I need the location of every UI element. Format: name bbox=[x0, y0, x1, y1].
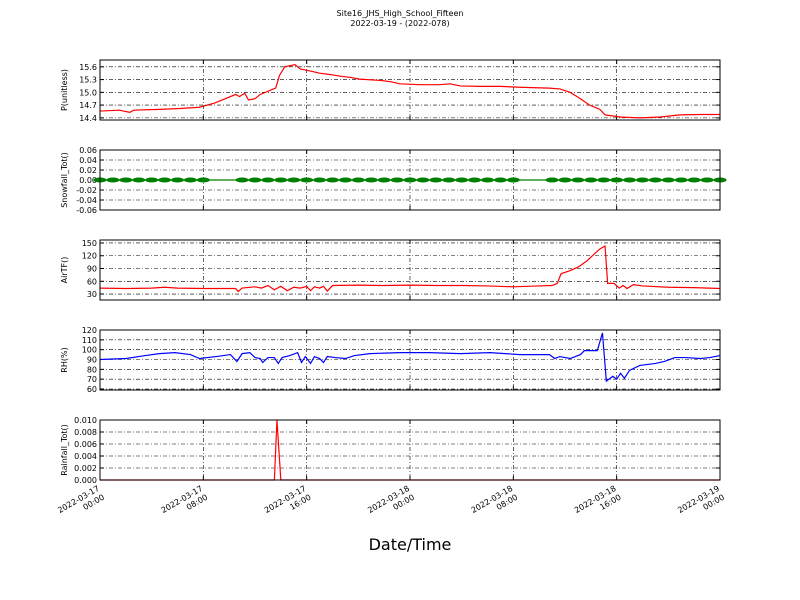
y-axis-label: RH(%) bbox=[60, 347, 69, 372]
y-tick-label: 30 bbox=[87, 290, 97, 299]
y-tick-label: 110 bbox=[82, 336, 97, 345]
data-marker bbox=[196, 177, 210, 183]
y-tick-label: 15.0 bbox=[79, 88, 97, 97]
data-marker bbox=[700, 177, 714, 183]
data-marker bbox=[364, 177, 378, 183]
data-marker bbox=[687, 177, 701, 183]
y-tick-label: 90 bbox=[87, 356, 97, 365]
y-tick-label: 0.002 bbox=[74, 464, 97, 473]
data-marker bbox=[416, 177, 430, 183]
y-tick-label: 15.3 bbox=[79, 76, 97, 85]
data-marker bbox=[429, 177, 443, 183]
data-marker bbox=[636, 177, 649, 183]
plot-frame bbox=[99, 239, 721, 301]
data-line bbox=[99, 244, 721, 293]
plot-frame bbox=[99, 149, 721, 211]
y-tick-label: -0.06 bbox=[76, 206, 97, 215]
data-marker bbox=[119, 177, 133, 183]
y-tick-label: 0.04 bbox=[79, 156, 97, 165]
data-marker bbox=[300, 177, 314, 183]
data-marker bbox=[545, 177, 559, 183]
x-tick-label: 2022-03-17 16:00 bbox=[263, 484, 313, 524]
y-tick-label: 0.006 bbox=[74, 440, 97, 449]
y-tick-label: 15.6 bbox=[79, 63, 97, 72]
x-tick-label: 2022-03-17 08:00 bbox=[160, 484, 210, 524]
data-marker bbox=[610, 177, 624, 183]
data-marker bbox=[377, 177, 391, 183]
data-marker bbox=[287, 177, 301, 183]
y-tick-label: 0.02 bbox=[79, 166, 97, 175]
data-marker bbox=[235, 177, 249, 183]
data-marker bbox=[338, 177, 352, 183]
y-tick-label: 0.008 bbox=[74, 428, 97, 437]
chart-title: Site16_JHS_High_School_Fifteen bbox=[337, 9, 464, 18]
x-tick-label: 2022-03-18 16:00 bbox=[573, 484, 623, 524]
data-marker bbox=[481, 177, 494, 183]
y-tick-label: 0.004 bbox=[74, 452, 97, 461]
y-axis-label: P(unitless) bbox=[60, 69, 69, 111]
y-tick-label: 60 bbox=[87, 385, 97, 394]
data-marker bbox=[442, 177, 456, 183]
y-tick-label: 100 bbox=[82, 346, 97, 355]
data-marker bbox=[183, 177, 197, 183]
data-marker bbox=[132, 177, 146, 183]
y-tick-label: 70 bbox=[87, 375, 97, 384]
y-tick-label: -0.04 bbox=[76, 196, 97, 205]
y-tick-label: 0.00 bbox=[79, 176, 97, 185]
data-marker bbox=[390, 177, 404, 183]
data-marker bbox=[351, 177, 365, 183]
data-marker bbox=[145, 177, 159, 183]
y-tick-label: 80 bbox=[87, 365, 97, 374]
y-tick-label: 14.4 bbox=[79, 114, 97, 123]
data-line bbox=[99, 332, 721, 383]
y-tick-label: 14.7 bbox=[79, 101, 97, 110]
data-marker bbox=[493, 177, 507, 183]
y-tick-label: 0.000 bbox=[74, 476, 97, 485]
data-marker bbox=[403, 177, 417, 183]
x-tick-label: 2022-03-18 00:00 bbox=[366, 484, 416, 524]
x-tick-label: 2022-03-19 00:00 bbox=[676, 484, 726, 524]
chart-subtitle: 2022-03-19 - (2022-078) bbox=[350, 19, 449, 28]
data-marker bbox=[468, 177, 482, 183]
y-tick-label: 150 bbox=[82, 239, 97, 248]
data-marker bbox=[571, 177, 585, 183]
y-tick-label: 0.010 bbox=[74, 416, 97, 425]
y-tick-label: 90 bbox=[87, 265, 97, 274]
data-marker bbox=[506, 177, 520, 183]
data-marker bbox=[274, 177, 288, 183]
data-marker bbox=[597, 177, 611, 183]
data-marker bbox=[648, 177, 662, 183]
y-axis-label: Rainfall_Tot() bbox=[60, 424, 69, 476]
data-marker bbox=[106, 177, 120, 183]
data-marker bbox=[674, 177, 688, 183]
data-marker bbox=[558, 177, 572, 183]
data-marker bbox=[158, 177, 172, 183]
y-tick-label: 120 bbox=[82, 326, 97, 335]
data-marker bbox=[171, 177, 184, 183]
plot-frame bbox=[99, 59, 721, 121]
plot-frame bbox=[99, 419, 721, 481]
x-tick-label: 2022-03-17 00:00 bbox=[56, 484, 106, 524]
y-tick-label: 0.06 bbox=[79, 146, 97, 155]
x-axis-label: Date/Time bbox=[369, 535, 452, 554]
data-marker bbox=[248, 177, 262, 183]
data-marker bbox=[661, 177, 675, 183]
data-marker bbox=[623, 177, 637, 183]
data-marker bbox=[326, 177, 339, 183]
y-tick-label: 60 bbox=[87, 277, 97, 286]
data-marker bbox=[584, 177, 598, 183]
y-axis-label: Snowfall_Tot() bbox=[60, 152, 69, 208]
x-tick-label: 2022-03-18 08:00 bbox=[470, 484, 520, 524]
plot-frame bbox=[99, 329, 721, 391]
y-axis-label: AirTF() bbox=[60, 257, 69, 284]
data-line bbox=[99, 64, 720, 119]
data-marker bbox=[313, 177, 327, 183]
y-tick-label: 120 bbox=[82, 252, 97, 261]
data-marker bbox=[455, 177, 469, 183]
data-marker bbox=[261, 177, 275, 183]
y-tick-label: -0.02 bbox=[76, 186, 97, 195]
